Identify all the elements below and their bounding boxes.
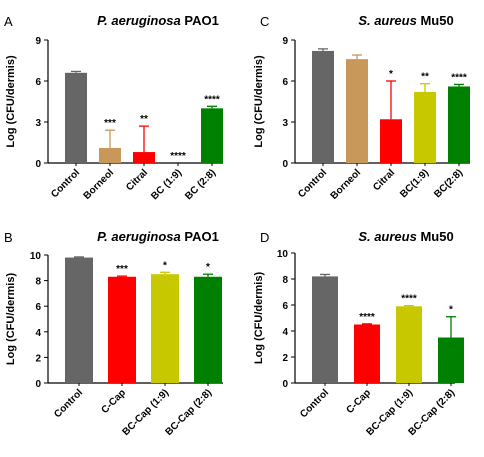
bar: [312, 50, 334, 163]
chart-title: S. aureus Mu50: [358, 229, 453, 244]
chart-title-strain: PAO1: [181, 13, 219, 28]
x-tick-label: Control: [298, 387, 331, 420]
chart-panel-c: C S. aureus Mu50 Log (CFU/dermis) 0 3 6 9 Contr…: [253, 13, 470, 202]
bar: [65, 72, 87, 163]
bar: [414, 91, 436, 163]
significance-label: **: [421, 72, 429, 83]
bar: [312, 276, 338, 383]
significance-label: *: [449, 305, 453, 316]
significance-label: ****: [359, 312, 375, 323]
y-tick-label: 0: [282, 159, 288, 170]
x-tick-label: Borneol: [82, 167, 117, 202]
bar: [354, 324, 380, 383]
y-tick-label: 10: [30, 251, 42, 262]
significance-label: ***: [104, 118, 116, 129]
chart-title: P. aeruginosa PAO1: [97, 229, 219, 244]
y-tick-label: 10: [277, 249, 289, 260]
chart-panel-d: D S. aureus Mu50 Log (CFU/dermis) 0 2 4 6 8 10 Co…: [253, 229, 464, 438]
bar: [194, 276, 222, 383]
bar: [65, 257, 93, 383]
y-tick-label: 3: [282, 118, 288, 129]
significance-label: ****: [451, 72, 467, 83]
y-tick-label: 8: [282, 275, 288, 286]
chart-title-species: S. aureus: [358, 229, 417, 244]
significance-label: ****: [170, 151, 186, 162]
chart-title-strain: Mu50: [417, 229, 454, 244]
bar: [201, 108, 223, 163]
x-tick-label: Citral: [124, 167, 150, 193]
chart-title: S. aureus Mu50: [358, 13, 453, 28]
x-tick-label: C-Cap: [345, 387, 374, 416]
chart-panel-a: A P. aeruginosa PAO1 Log (CFU/dermis) 0 3 6 9 C…: [4, 13, 223, 202]
y-axis-label: Log (CFU/dermis): [253, 55, 265, 148]
significance-label: ****: [204, 94, 220, 105]
y-axis-label: Log (CFU/dermis): [5, 55, 17, 148]
chart-title-strain: PAO1: [181, 229, 219, 244]
chart-title: P. aeruginosa PAO1: [97, 13, 219, 28]
x-tick-label: BC(2:8): [432, 167, 465, 200]
significance-label: ****: [401, 294, 417, 305]
bar: [438, 337, 464, 383]
panel-letter: B: [4, 230, 13, 245]
chart-title-strain: Mu50: [417, 13, 454, 28]
significance-label: ***: [116, 264, 128, 275]
x-tick-label: Borneol: [329, 167, 364, 202]
y-tick-label: 6: [35, 77, 41, 88]
x-tick-label: Citral: [371, 167, 397, 193]
chart-panel-b: B P. aeruginosa PAO1 Log (CFU/dermis) 0 2 4 6 8…: [4, 229, 223, 438]
significance-label: *: [206, 262, 210, 273]
bar: [99, 147, 121, 163]
bar: [380, 119, 402, 163]
y-tick-label: 9: [282, 36, 288, 47]
x-tick-label: Control: [296, 167, 329, 200]
chart-title-species: P. aeruginosa: [97, 13, 181, 28]
x-tick-label: BC-Cap (2:8): [164, 387, 215, 438]
significance-label: *: [163, 260, 167, 271]
y-tick-label: 3: [35, 118, 41, 129]
bar: [108, 276, 136, 383]
y-tick-label: 0: [35, 159, 41, 170]
y-tick-label: 4: [35, 328, 41, 339]
y-axis-label: Log (CFU/dermis): [253, 272, 265, 365]
bar: [448, 86, 470, 163]
chart-title-species: P. aeruginosa: [97, 229, 181, 244]
panel-letter: A: [4, 14, 13, 29]
y-tick-label: 6: [35, 302, 41, 313]
y-axis-label: Log (CFU/dermis): [5, 273, 17, 366]
x-tick-label: C-Cap: [100, 387, 129, 416]
panel-letter: D: [260, 230, 269, 245]
bar: [346, 59, 368, 164]
y-tick-label: 6: [282, 301, 288, 312]
x-tick-label: Control: [52, 387, 85, 420]
significance-label: *: [389, 69, 393, 80]
chart-title-species: S. aureus: [358, 13, 417, 28]
y-tick-label: 2: [282, 353, 288, 364]
bar: [151, 274, 179, 383]
y-tick-label: 6: [282, 77, 288, 88]
x-tick-label: Control: [49, 167, 82, 200]
y-tick-label: 0: [35, 379, 41, 390]
bar: [133, 152, 155, 163]
y-tick-label: 4: [282, 327, 288, 338]
significance-label: **: [140, 114, 148, 125]
y-tick-label: 2: [35, 353, 41, 364]
y-tick-label: 0: [282, 379, 288, 390]
y-tick-label: 9: [35, 36, 41, 47]
bar: [396, 306, 422, 383]
y-tick-label: 8: [35, 277, 41, 288]
x-tick-label: BC (2:8): [183, 167, 218, 202]
x-tick-label: BC(1:9): [398, 167, 431, 200]
panel-letter: C: [260, 14, 269, 29]
x-tick-label: BC (1:9): [149, 167, 184, 202]
